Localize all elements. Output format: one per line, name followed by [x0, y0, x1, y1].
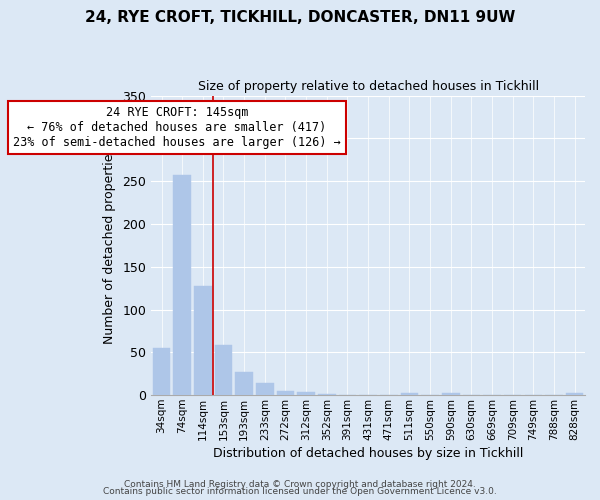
Bar	[566, 394, 583, 395]
Bar	[153, 348, 170, 395]
Bar	[194, 286, 212, 395]
Bar	[256, 383, 274, 395]
Text: Contains HM Land Registry data © Crown copyright and database right 2024.: Contains HM Land Registry data © Crown c…	[124, 480, 476, 489]
Text: 24, RYE CROFT, TICKHILL, DONCASTER, DN11 9UW: 24, RYE CROFT, TICKHILL, DONCASTER, DN11…	[85, 10, 515, 25]
Bar	[235, 372, 253, 395]
Bar	[442, 394, 460, 395]
Bar	[298, 392, 315, 395]
X-axis label: Distribution of detached houses by size in Tickhill: Distribution of detached houses by size …	[213, 447, 523, 460]
Bar	[173, 175, 191, 395]
Y-axis label: Number of detached properties: Number of detached properties	[103, 147, 116, 344]
Bar	[401, 394, 418, 395]
Text: 24 RYE CROFT: 145sqm
← 76% of detached houses are smaller (417)
23% of semi-deta: 24 RYE CROFT: 145sqm ← 76% of detached h…	[13, 106, 341, 149]
Bar	[215, 344, 232, 395]
Text: Contains public sector information licensed under the Open Government Licence v3: Contains public sector information licen…	[103, 488, 497, 496]
Title: Size of property relative to detached houses in Tickhill: Size of property relative to detached ho…	[197, 80, 539, 93]
Bar	[277, 391, 294, 395]
Bar	[318, 394, 335, 395]
